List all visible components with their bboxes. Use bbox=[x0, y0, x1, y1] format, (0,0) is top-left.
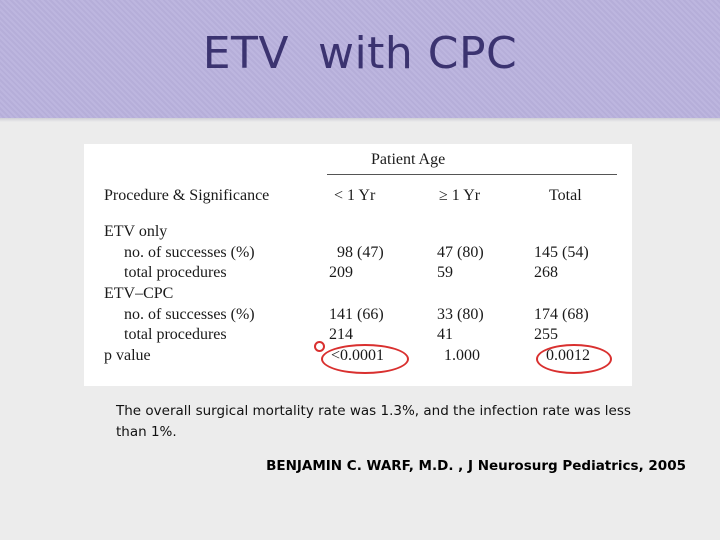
table-cell: 47 (80) bbox=[437, 244, 484, 261]
group-header: Patient Age bbox=[371, 151, 446, 168]
title-band bbox=[0, 0, 720, 119]
slide-title: ETV with CPC bbox=[202, 28, 518, 79]
annotation-dot bbox=[314, 341, 325, 352]
highlight-circle-total bbox=[536, 344, 612, 374]
table-cell: 59 bbox=[437, 264, 453, 281]
row-label: total procedures bbox=[124, 264, 227, 281]
row-label: total procedures bbox=[124, 326, 227, 343]
citation: BENJAMIN C. WARF, M.D. , J Neurosurg Ped… bbox=[266, 458, 686, 474]
table-cell: 268 bbox=[534, 264, 558, 281]
table-cell: 209 bbox=[329, 264, 353, 281]
column-header-under-1yr: < 1 Yr bbox=[334, 187, 376, 204]
table-cell: 145 (54) bbox=[534, 244, 589, 261]
table-cell: 214 bbox=[329, 326, 353, 343]
results-table: Patient Age Procedure & Significance < 1… bbox=[84, 144, 632, 386]
title-band-shadow bbox=[0, 118, 720, 122]
table-cell: 41 bbox=[437, 326, 453, 343]
row-label: no. of successes (%) bbox=[124, 306, 255, 323]
table-image-panel: Patient Age Procedure & Significance < 1… bbox=[84, 144, 632, 386]
group-header-rule bbox=[327, 174, 617, 175]
table-cell: 255 bbox=[534, 326, 558, 343]
row-label-etv-cpc: ETV–CPC bbox=[104, 285, 174, 302]
row-label-etv-only: ETV only bbox=[104, 223, 168, 240]
table-cell: 33 (80) bbox=[437, 306, 484, 323]
column-header-total: Total bbox=[549, 187, 582, 204]
p-value-1yr-plus: 1.000 bbox=[444, 347, 480, 364]
row-label: no. of successes (%) bbox=[124, 244, 255, 261]
mortality-note: The overall surgical mortality rate was … bbox=[116, 403, 631, 440]
row-label-p-value: p value bbox=[104, 347, 151, 364]
column-header-procedure: Procedure & Significance bbox=[104, 187, 270, 204]
table-cell: 174 (68) bbox=[534, 306, 589, 323]
highlight-circle-under-1yr bbox=[321, 344, 409, 374]
table-cell: 98 (47) bbox=[337, 244, 384, 261]
column-header-1yr-plus: ≥ 1 Yr bbox=[439, 187, 481, 204]
table-cell: 141 (66) bbox=[329, 306, 384, 323]
